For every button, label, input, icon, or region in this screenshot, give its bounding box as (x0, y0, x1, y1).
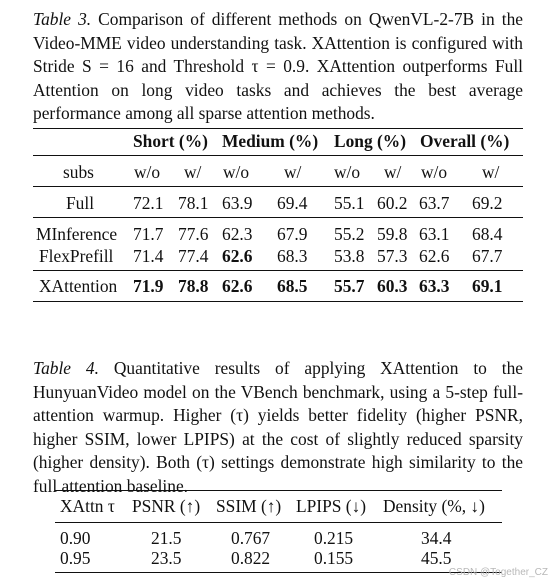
table3-caption: Table 3. Comparison of different methods… (33, 8, 523, 126)
table3-cell: 63.3 (419, 276, 450, 296)
table3-method: MInference (36, 224, 118, 244)
table4-cell: 0.155 (314, 548, 354, 568)
table3-cell: 60.2 (377, 193, 408, 213)
table3-subs-label: subs (63, 162, 94, 182)
table3-cell: 69.4 (277, 193, 308, 213)
table4-mid-rule (55, 522, 502, 523)
table4-caption-text: Quantitative results of applying XAttent… (33, 358, 523, 496)
table4-cell: 0.215 (314, 528, 354, 548)
table3-cell: 55.7 (334, 276, 365, 296)
table3-sub: w/o (421, 162, 448, 182)
table3-cell: 67.7 (472, 246, 503, 266)
table3-method: XAttention (39, 276, 118, 296)
table3-method: FlexPrefill (39, 246, 114, 266)
table3-group-medium: Medium (%) (222, 131, 319, 151)
table4-header: XAttn τ (60, 496, 115, 516)
table3-cell: 62.6 (222, 276, 253, 296)
table3-cell: 68.3 (277, 246, 308, 266)
table4-cell: 34.4 (421, 528, 452, 548)
table3-cell: 62.6 (222, 246, 253, 266)
table3-group-overall: Overall (%) (420, 131, 510, 151)
table3-caption-label: Table 3. (33, 9, 92, 29)
table3-rule (33, 270, 523, 271)
table3-cell: 71.9 (133, 276, 164, 296)
table3-method: Full (66, 193, 95, 213)
table4-cell: 23.5 (151, 548, 182, 568)
table3-cell: 67.9 (277, 224, 308, 244)
table3-mid-rule (33, 155, 523, 156)
table3-cell: 63.7 (419, 193, 450, 213)
table4-header: LPIPS (↓) (296, 496, 367, 516)
table4-cell: 45.5 (421, 548, 452, 568)
table3-group-long: Long (%) (334, 131, 406, 151)
table4-cell: 0.767 (231, 528, 271, 548)
table3-cell: 63.1 (419, 224, 450, 244)
table3-cell: 55.2 (334, 224, 365, 244)
table4-bottom-rule (55, 572, 502, 573)
table4-header: PSNR (↑) (132, 496, 201, 516)
table3-cell: 68.5 (277, 276, 308, 296)
table3-top-rule (33, 128, 523, 129)
table3-cell: 78.8 (178, 276, 209, 296)
table3-cell: 72.1 (133, 193, 164, 213)
table3-cell: 57.3 (377, 246, 408, 266)
table4-cell: 0.90 (60, 528, 91, 548)
table4-top-rule (55, 490, 502, 491)
table3-sub: w/ (184, 162, 202, 182)
table3-sub: w/ (482, 162, 500, 182)
table3-sub: w/o (223, 162, 250, 182)
table4-header: Density (%, ↓) (383, 496, 485, 516)
table3-sub: w/o (134, 162, 161, 182)
table4-cell: 21.5 (151, 528, 182, 548)
table3-rule (33, 217, 523, 218)
table3-cell: 69.1 (472, 276, 503, 296)
table3-group-short: Short (%) (133, 131, 208, 151)
table3-cell: 62.3 (222, 224, 253, 244)
table3-cell: 71.4 (133, 246, 164, 266)
table3-sub: w/o (334, 162, 361, 182)
table4-cell: 0.822 (231, 548, 271, 568)
table3-cell: 69.2 (472, 193, 503, 213)
table3-cell: 53.8 (334, 246, 365, 266)
table3-bottom-rule (33, 301, 523, 302)
table3-cell: 68.4 (472, 224, 503, 244)
table4-caption: Table 4. Quantitative results of applyin… (33, 357, 523, 499)
watermark: CSDN @Together_CZ (448, 567, 548, 578)
table3-sub: w/ (384, 162, 402, 182)
table4-header: SSIM (↑) (216, 496, 282, 516)
table3-cell: 62.6 (419, 246, 450, 266)
table3-cell: 77.6 (178, 224, 209, 244)
table3-cell: 77.4 (178, 246, 209, 266)
table3-cell: 78.1 (178, 193, 209, 213)
table3-cell: 71.7 (133, 224, 164, 244)
table4-cell: 0.95 (60, 548, 91, 568)
table3-sub: w/ (284, 162, 302, 182)
table3-cell: 59.8 (377, 224, 408, 244)
table3-cell: 55.1 (334, 193, 365, 213)
table3-cell: 63.9 (222, 193, 253, 213)
table4-caption-label: Table 4. (33, 358, 99, 378)
table3-cell: 60.3 (377, 276, 408, 296)
table3-rule (33, 186, 523, 187)
table3-caption-text: Comparison of different methods on QwenV… (33, 9, 523, 124)
